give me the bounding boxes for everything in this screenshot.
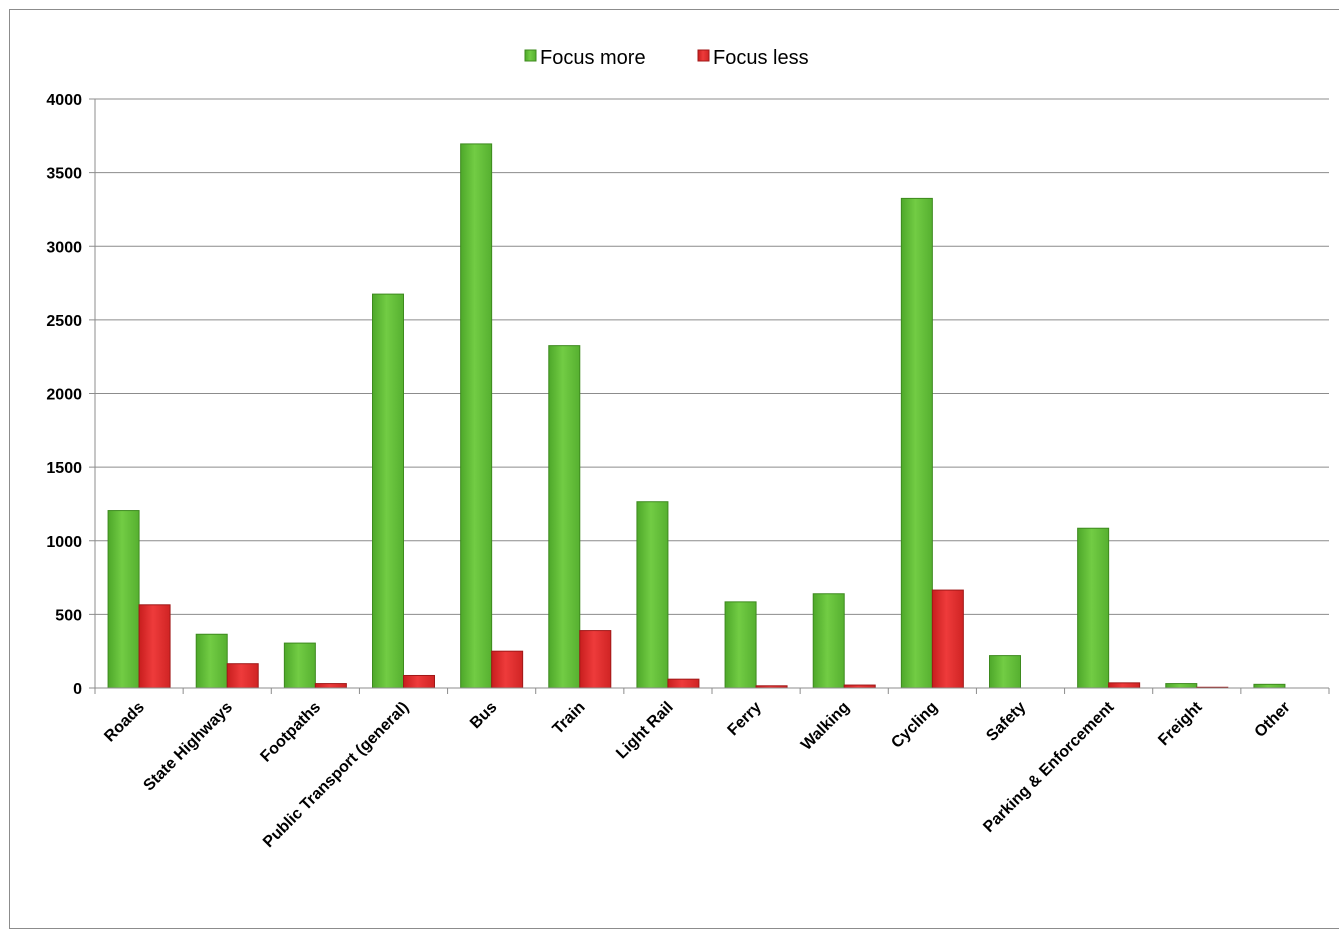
gridlines — [95, 98, 1329, 615]
bar-focus-more — [724, 601, 757, 689]
x-tick-label: State Highways — [140, 699, 236, 795]
x-tick-label: Other — [1252, 699, 1294, 741]
x-tick-label: Walking — [798, 699, 853, 754]
legend-swatch-focus-more — [524, 49, 537, 62]
bar-focus-less — [138, 604, 171, 689]
x-tick-label: Cycling — [888, 699, 941, 752]
x-tick-label: Footpaths — [257, 699, 324, 766]
y-tick-label: 2500 — [46, 313, 82, 330]
y-tick-label: 3000 — [46, 239, 82, 256]
x-tick-label: Bus — [467, 699, 500, 732]
x-tick-label: Public Transport (general) — [260, 699, 412, 851]
bar-focus-more — [636, 501, 669, 689]
bar-focus-more — [812, 593, 845, 689]
y-tick-label: 0 — [73, 681, 82, 698]
legend-label-focus-less: Focus less — [713, 47, 809, 69]
bar-focus-more — [900, 197, 933, 689]
chart-frame — [9, 9, 1339, 929]
bar-focus-more — [1253, 683, 1286, 689]
x-tick-label: Ferry — [725, 699, 765, 739]
y-axis: 0 500 1000 1500 2000 2500 3000 3500 4000 — [46, 92, 96, 698]
x-tick-label: Freight — [1155, 698, 1206, 749]
bar-focus-more — [372, 293, 404, 689]
legend-label-focus-more: Focus more — [540, 47, 646, 69]
bar-focus-less — [667, 678, 700, 689]
bar-focus-less — [403, 674, 435, 689]
bar-focus-more — [989, 655, 1021, 689]
y-tick-label: 500 — [55, 607, 82, 624]
bar-focus-more — [195, 633, 228, 689]
x-tick-label: Safety — [983, 699, 1029, 745]
bar-focus-less — [314, 683, 347, 689]
bar-focus-more — [1165, 683, 1198, 689]
bar-focus-less — [1108, 682, 1141, 689]
bar-focus-less — [491, 650, 524, 689]
bars — [107, 143, 1286, 689]
bar-focus-less — [931, 589, 964, 689]
y-tick-label: 2000 — [46, 387, 82, 404]
x-tick-label: Train — [550, 699, 589, 738]
y-tick-label: 3500 — [46, 166, 82, 183]
bar-focus-more — [107, 510, 140, 689]
y-tick-label: 4000 — [46, 92, 82, 109]
y-tick-label: 1000 — [46, 534, 82, 551]
bar-focus-more — [548, 345, 581, 689]
bar-focus-less — [226, 663, 259, 689]
bar-focus-more — [283, 642, 316, 689]
bar-focus-less — [579, 630, 612, 689]
x-tick-label: Light Rail — [613, 699, 677, 763]
y-tick-label: 1500 — [46, 460, 82, 477]
legend: Focus more Focus less — [524, 47, 809, 69]
bar-focus-more — [460, 143, 493, 689]
legend-swatch-focus-less — [697, 49, 710, 62]
x-tick-label: Roads — [101, 699, 148, 746]
bar-focus-more — [1077, 527, 1110, 689]
